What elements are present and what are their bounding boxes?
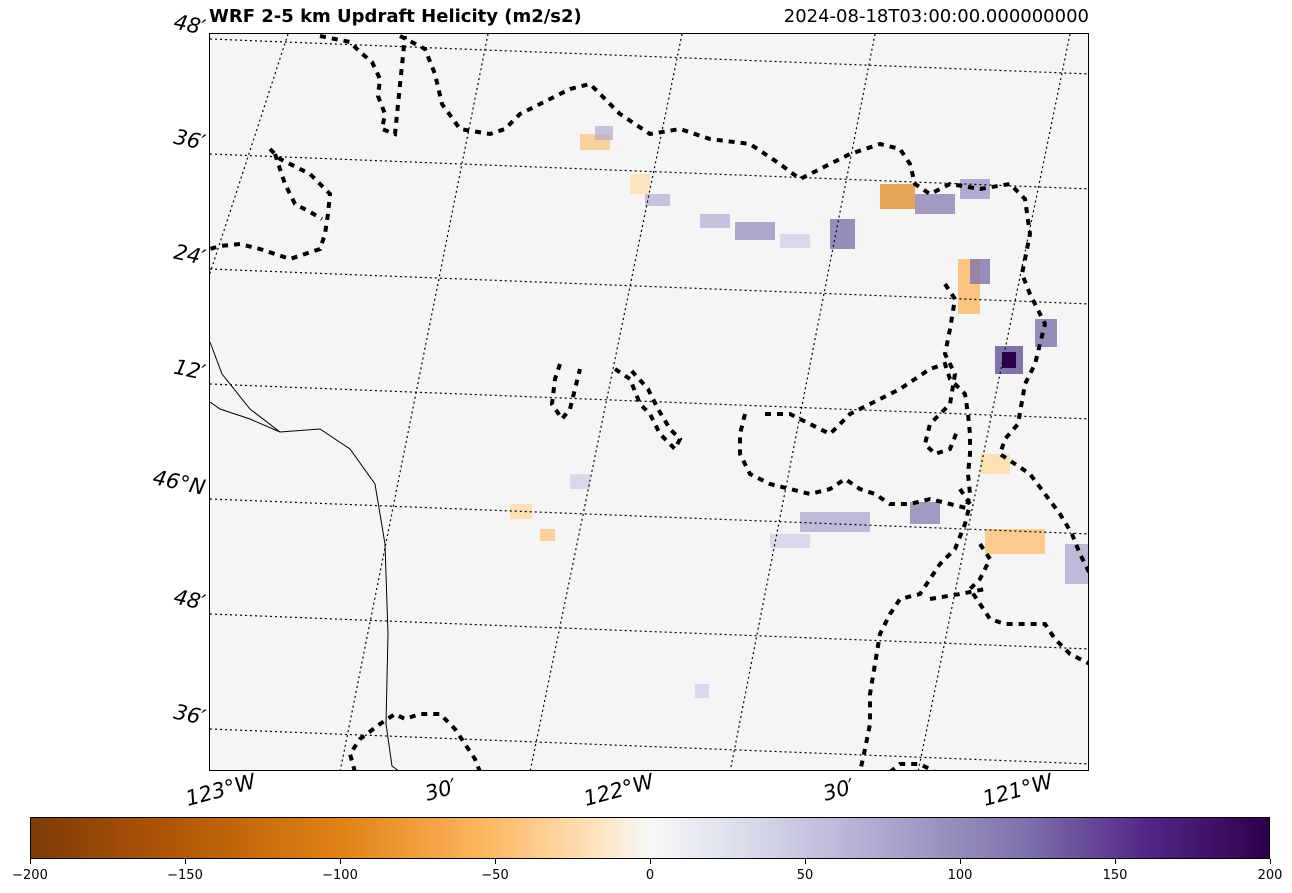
colorbar-tick-label: 150 [1102,868,1128,883]
parallel-46-12 [210,383,1088,420]
uh-patch [910,502,940,524]
colorbar-tick-mark [494,859,496,864]
uh-patch [970,259,990,284]
parallel-45-48 [210,613,1088,650]
lat-label-36-top: 36′ [171,124,208,155]
uh-patch [595,126,613,140]
colorbar-tick-mark [339,859,341,864]
lon-label-121w: 121°W [980,769,1056,811]
lon-label-122w: 122°W [581,769,657,811]
uh-patch [630,174,650,194]
colorbar-tick-label: −50 [481,868,509,883]
parallel-45-36 [210,728,1088,765]
map-canvas [210,34,1088,770]
parallel-46n [210,498,1088,535]
meridian-122-30w [339,34,489,770]
uh-patch [880,184,915,209]
parallel-46-24 [210,268,1088,305]
lat-label-48-bottom: 48′ [171,584,208,615]
uh-patch [1002,352,1016,368]
uh-patch [800,512,870,532]
lat-label-36-bottom: 36′ [171,699,208,730]
colorbar-tick-mark [184,859,186,864]
uh-patch [570,474,590,489]
lat-label-48-top: 48′ [171,9,208,40]
colorbar-tick-mark [649,859,651,864]
colorbar-tick-mark [1114,859,1116,864]
colorbar-tick-label: 100 [947,868,973,883]
colorbar-tick-mark [804,859,806,864]
colorbar-tick-label: −100 [322,868,358,883]
lon-label-123w: 123°W [183,769,259,811]
lon-label-122-30w: 30′ [422,774,460,806]
uh-patch [645,194,670,206]
uh-patch [695,684,709,698]
uh-patch [780,234,810,248]
colorbar-tick-label: 200 [1257,868,1283,883]
graticule [210,34,1088,770]
colorbar-tick-mark [29,859,31,864]
colorbar-tick-label: −150 [167,868,203,883]
uh-patch [540,529,555,541]
meridian-121-30w [729,34,876,770]
colorbar [30,817,1270,859]
uh-patch [700,214,730,228]
meridian-121w [917,34,1071,770]
uh-patch [830,219,855,249]
valid-time: 2024-08-18T03:00:00.000000000 [783,6,1089,27]
colorbar-tick-label: 50 [796,868,814,883]
parallel-46-36 [210,153,1088,190]
uh-patch [1035,319,1057,347]
uh-patch [980,454,1010,474]
uh-patch [915,194,955,214]
coastline [210,341,399,770]
uh-patch [985,529,1045,554]
meridian-122w [529,34,683,770]
boundaries [210,34,1088,770]
parallel-46-48 [210,38,1088,75]
colorbar-ticks: −200 −150 −100 −50 0 50 100 150 200 [12,859,1282,889]
helicity-field [510,126,1088,698]
colorbar-tick-label: 0 [645,868,655,883]
map-title: WRF 2-5 km Updraft Helicity (m2/s2) [209,6,582,27]
uh-patch [1065,544,1088,584]
uh-patch [960,179,990,199]
lon-label-121-30w: 30′ [820,774,858,806]
colorbar-tick-mark [1269,859,1271,864]
colorbar-tick-label: −200 [12,868,48,883]
uh-patch [770,534,810,548]
lat-label-12: 12′ [171,354,208,385]
lat-label-46n: 46°N [150,465,208,500]
colorbar-tick-mark [959,859,961,864]
map-panel [209,33,1089,771]
lat-label-24: 24′ [171,239,208,270]
meridian-123w [210,34,289,276]
uh-patch [735,222,775,240]
